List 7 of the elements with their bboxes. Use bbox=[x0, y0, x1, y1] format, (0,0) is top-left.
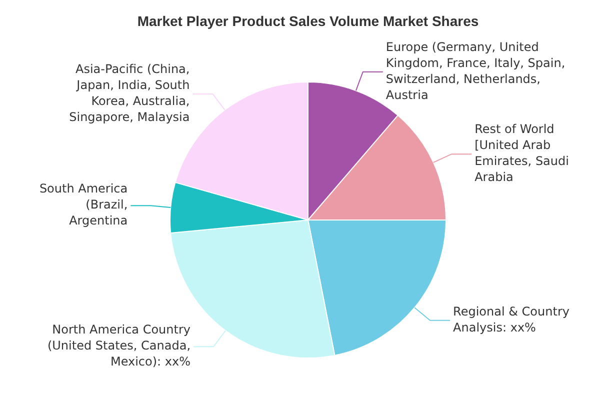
chart-title: Market Player Product Sales Volume Market Shares bbox=[137, 13, 479, 29]
slice-label: Regional & Country Analysis: xx% bbox=[453, 304, 570, 335]
slice-label: Europe (Germany, United Kingdom, France, Italy, Spain, Switzerland, Netherlands, Austria bbox=[386, 40, 566, 102]
slice-label: North America Country (United States, Canada, Mexico): xx% bbox=[47, 322, 191, 369]
slice-label: Rest of World [United Arab Emirates, Saudi Arabia bbox=[474, 122, 569, 184]
slice-label: South America (Brazil, Argentina bbox=[39, 182, 128, 228]
slice-label: Asia-Pacific (China, Japan, India, South Korea, Australia, Singapore, Malaysia bbox=[69, 62, 190, 124]
